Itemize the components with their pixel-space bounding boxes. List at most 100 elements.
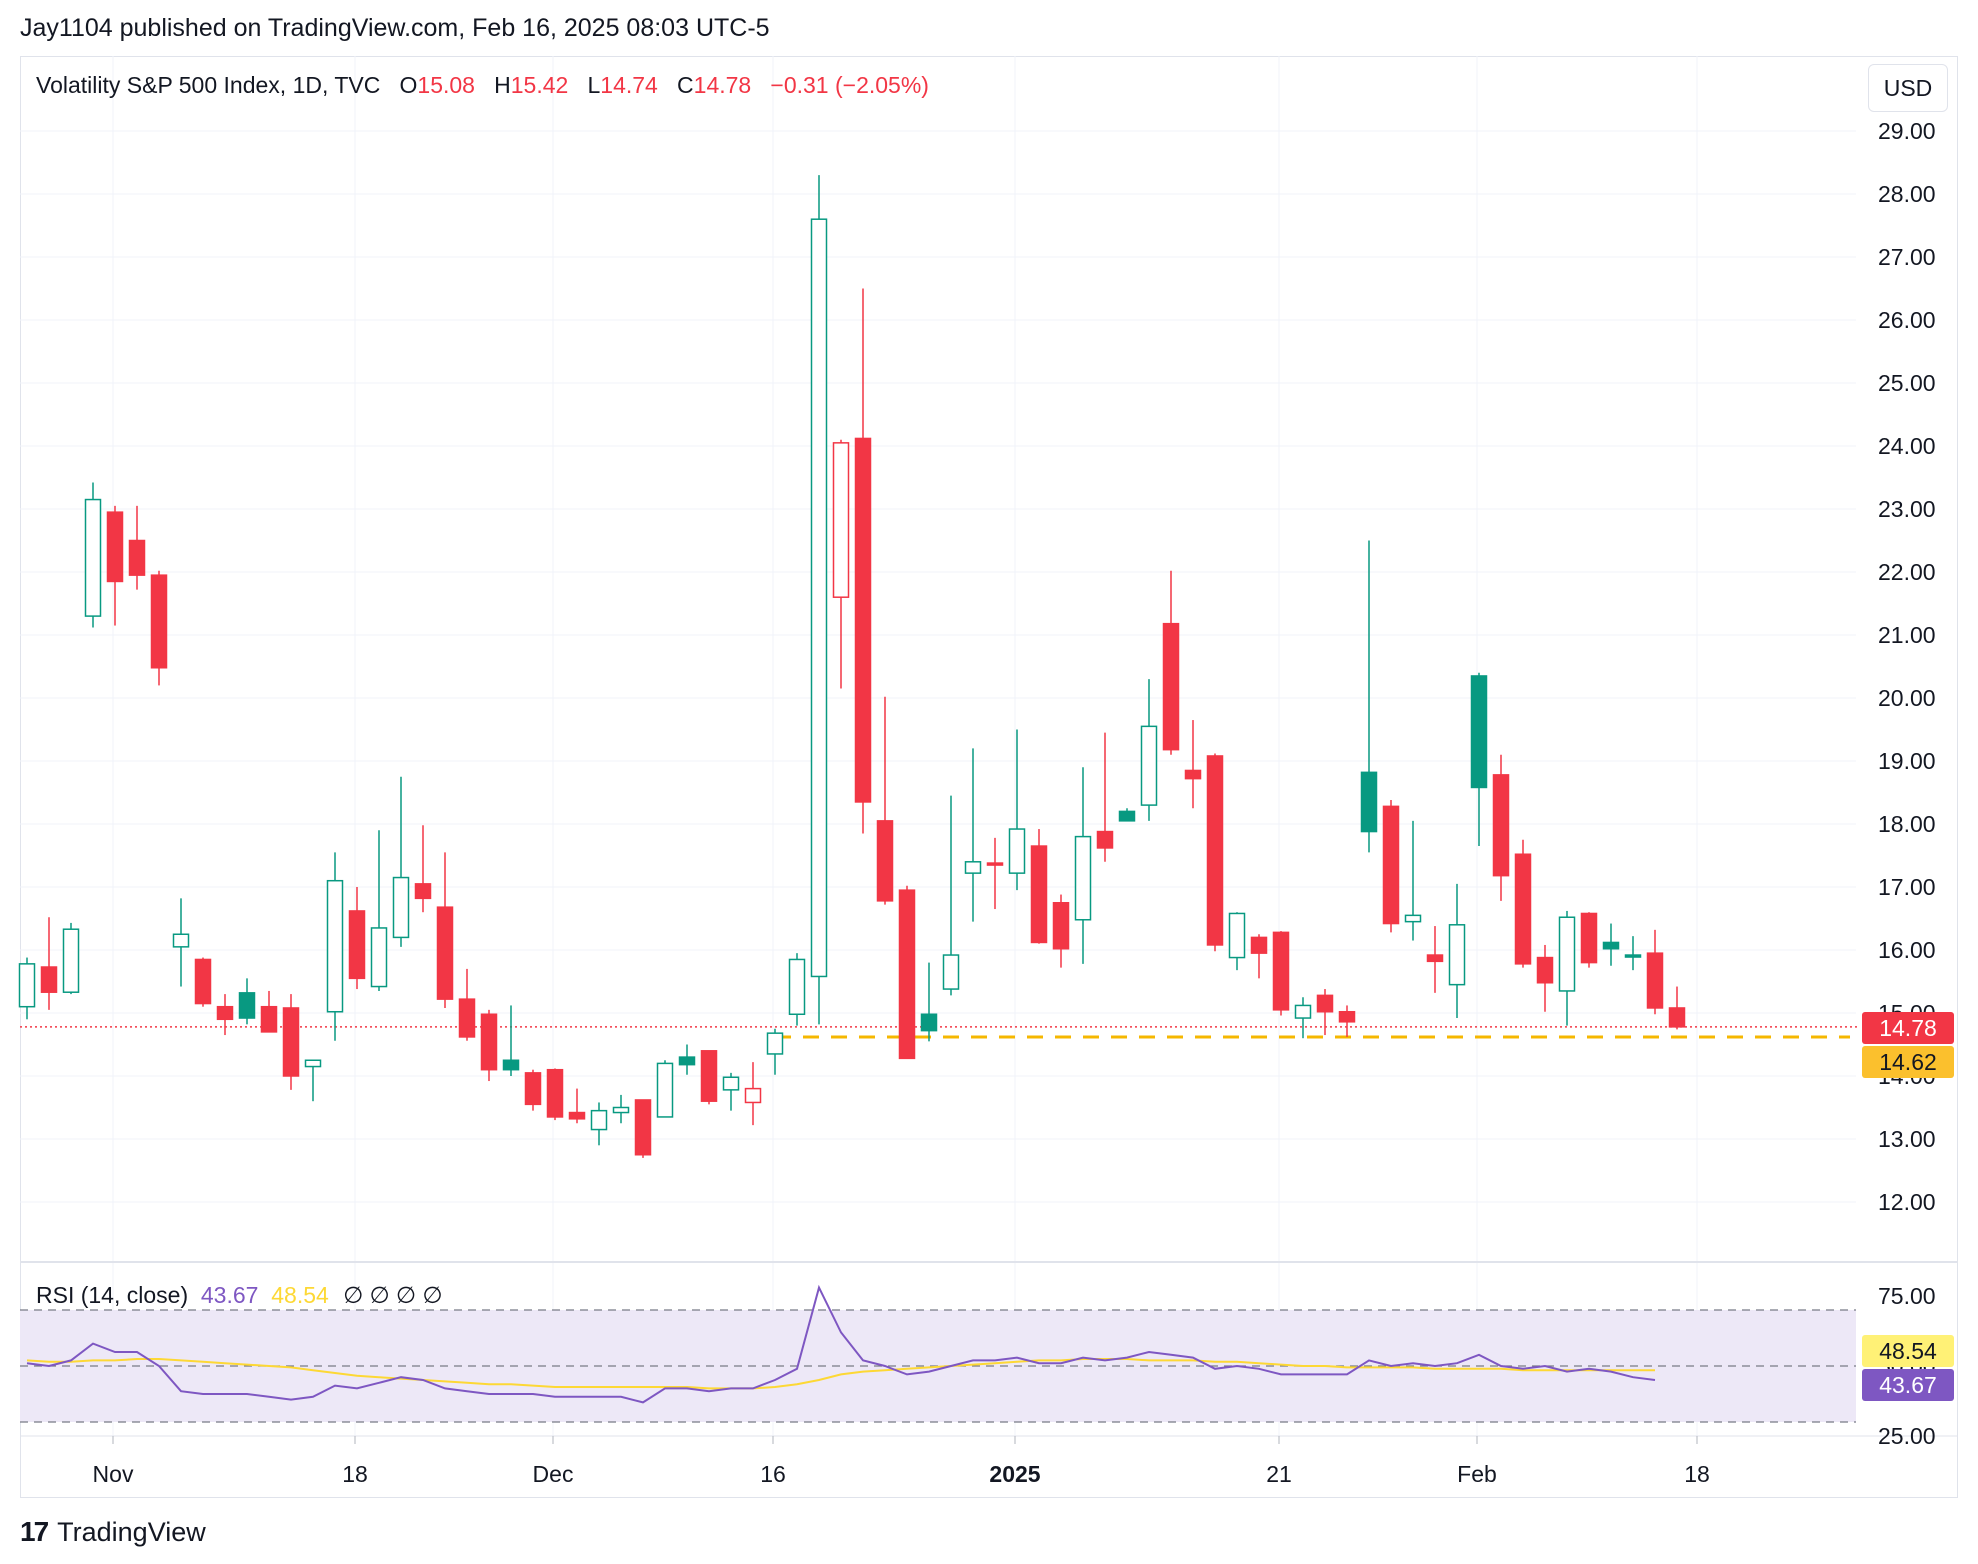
candle-body [832, 442, 850, 598]
candle-body [414, 883, 432, 900]
candle-body [106, 511, 124, 583]
high-value: 15.42 [510, 72, 569, 98]
close-label: C [677, 72, 694, 98]
candle-body [1250, 936, 1268, 954]
price-tick-label: 25.00 [1878, 370, 1936, 396]
candle-body [634, 1099, 652, 1156]
candle-body [436, 906, 454, 1000]
candle-body [1316, 994, 1334, 1013]
time-tick-label: Nov [93, 1461, 134, 1487]
high-label: H [494, 72, 511, 98]
candle-body [480, 1013, 498, 1071]
rsi-line [26, 1284, 1656, 1404]
candle-body [1338, 1010, 1356, 1023]
time-tick-label: 16 [760, 1461, 786, 1487]
time-tick-label: 18 [342, 1461, 368, 1487]
symbol-name: Volatility S&P 500 Index, 1D, TVC [36, 72, 381, 98]
price-tick-label: 12.00 [1878, 1189, 1936, 1215]
open-label: O [399, 72, 418, 98]
price-tick-label: 29.00 [1878, 118, 1936, 144]
price-axis: 29.00 28.00 27.00 26.00 25.00 24.00 23.00 22.00… [1878, 118, 1936, 1215]
price-tick-label: 16.00 [1878, 937, 1936, 963]
candle-body [1492, 774, 1510, 877]
candle-body [1580, 912, 1598, 964]
candle-body [260, 1005, 278, 1033]
candle-body [546, 1068, 564, 1118]
candle-body [216, 1005, 234, 1021]
candle-body [370, 927, 388, 988]
rsi-extra-values: ∅ ∅ ∅ ∅ [343, 1282, 443, 1308]
candle-body [194, 958, 212, 1005]
rsi-title: RSI (14, close) [36, 1282, 189, 1308]
tradingview-brand[interactable]: 17 TradingView [20, 1516, 206, 1548]
candle-body [1382, 805, 1400, 925]
rsi-legend: RSI (14, close) 43.67 48.54 ∅ ∅ ∅ ∅ [36, 1282, 443, 1309]
candle-body [1272, 931, 1290, 1011]
price-tick-label: 28.00 [1878, 181, 1936, 207]
candle-body [1294, 1004, 1312, 1019]
symbol-legend: Volatility S&P 500 Index, 1D, TVC O15.08… [36, 72, 929, 99]
candle-body [1140, 725, 1158, 806]
currency-button[interactable]: USD [1868, 64, 1948, 112]
candle-body [40, 966, 58, 993]
candle-body [84, 498, 102, 617]
brand-name: TradingView [57, 1516, 206, 1547]
candle-body [1162, 622, 1180, 751]
candle-body [876, 820, 894, 902]
rsi-tick-label: 75.00 [1878, 1283, 1936, 1309]
candle-body [1624, 954, 1642, 958]
price-tick-label: 20.00 [1878, 685, 1936, 711]
candle-body [678, 1056, 696, 1066]
candle-body [1228, 912, 1246, 959]
rsi-ma-value: 48.54 [271, 1282, 329, 1308]
candle-body [1096, 830, 1114, 849]
candle-body [62, 928, 80, 993]
candle-body [788, 958, 806, 1016]
candle-body [854, 437, 872, 803]
candle-body [612, 1106, 630, 1114]
candle-body [898, 889, 916, 1060]
candle-body [150, 574, 168, 669]
time-tick-label: 21 [1266, 1461, 1292, 1487]
candle-body [1536, 956, 1554, 984]
price-tick-label: 13.00 [1878, 1126, 1936, 1152]
rsi-value-tag: 43.67 [1862, 1369, 1954, 1401]
candle-body [1360, 771, 1378, 833]
price-tick-label: 19.00 [1878, 748, 1936, 774]
price-tick-label: 26.00 [1878, 307, 1936, 333]
candle-body [656, 1062, 674, 1118]
candle-body [1602, 941, 1620, 950]
time-axis: Nov 18 Dec 16 2025 21 Feb 18 [93, 1436, 1710, 1487]
candlestick-series [18, 175, 1686, 1158]
price-tick-label: 27.00 [1878, 244, 1936, 270]
time-tick-label: 2025 [989, 1461, 1040, 1487]
candle-body [700, 1050, 718, 1102]
candle-body [1646, 952, 1664, 1009]
candle-body [502, 1059, 520, 1071]
candle-body [1052, 902, 1070, 950]
candle-body [458, 998, 476, 1038]
candle-body [722, 1076, 740, 1091]
candle-body [964, 861, 982, 874]
rsi-ma-tag: 48.54 [1862, 1335, 1954, 1367]
rsi-ma-line [26, 1358, 1655, 1390]
open-value: 15.08 [417, 72, 475, 98]
candle-body [348, 910, 366, 980]
candle-body [304, 1059, 322, 1068]
candle-body [1008, 828, 1026, 874]
candle-body [744, 1087, 762, 1104]
candle-body [1470, 675, 1488, 789]
price-tick-label: 24.00 [1878, 433, 1936, 459]
candle-body [766, 1032, 784, 1055]
price-tick-label: 17.00 [1878, 874, 1936, 900]
candle-body [1404, 914, 1422, 923]
candle-body [18, 963, 36, 1008]
grid-lines [20, 56, 1958, 1437]
last-price-tag: 14.78 [1862, 1012, 1954, 1044]
candle-body [524, 1072, 542, 1106]
time-tick-label: 18 [1684, 1461, 1710, 1487]
candle-body [568, 1111, 586, 1120]
candle-body [1558, 916, 1576, 992]
